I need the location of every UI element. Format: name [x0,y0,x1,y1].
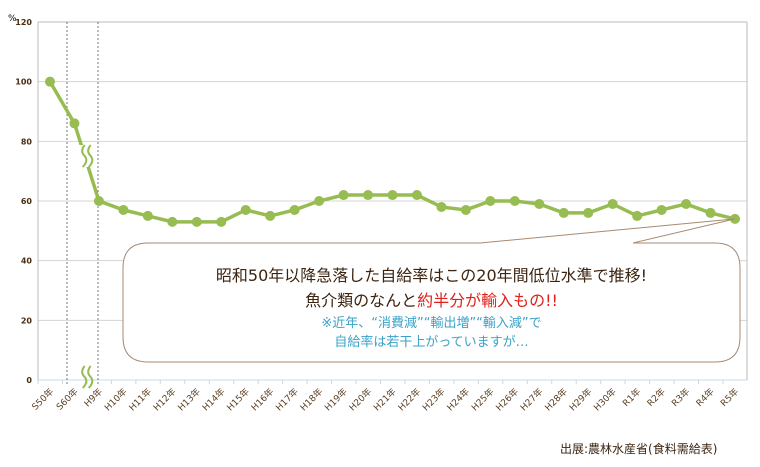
data-point [118,204,129,215]
callout-bubble [122,218,741,363]
y-tick-label: 120 [15,18,32,27]
x-tick-label: R4年 [693,386,716,409]
x-tick-label: H26年 [493,386,521,414]
y-tick-label: 40 [21,257,33,266]
x-tick-label: H28年 [542,386,570,414]
x-tick-label: H23年 [420,386,448,414]
callout-note-1: ※近年、“消費減”“輸出増”“輸入減”で [321,316,542,331]
data-point [681,198,692,209]
y-tick-label: 20 [21,316,33,325]
data-point [509,196,520,206]
callout-line-2-highlight: 約半分が輸入もの!! [417,291,558,310]
x-tick-label: H30年 [591,386,619,414]
data-point [632,210,643,221]
x-tick-label: H10年 [102,386,130,414]
x-tick-label: S50年 [29,386,56,413]
x-tick-label: H24年 [444,386,472,414]
y-tick-label: 80 [21,137,33,146]
data-point [705,207,716,218]
y-tick-label: 60 [21,197,33,206]
data-point [191,216,202,227]
x-tick-label: H15年 [224,386,252,414]
x-tick-label: H17年 [273,386,301,414]
x-tick-label: H12年 [151,386,179,414]
data-point [607,198,618,209]
x-tick-label: S60年 [54,386,81,413]
callout-note-2: 自給率は若干上がっていますが… [334,335,529,350]
y-tick-label: 0 [26,376,32,385]
x-tick-label: H9年 [81,386,105,410]
callout-line-2-a: 魚介類のなんと [305,291,418,310]
data-point [216,216,227,227]
x-tick-label: H11年 [126,386,154,414]
data-point [363,190,374,201]
axis-break-icon [81,365,94,389]
data-point [240,204,251,215]
data-point [167,216,178,227]
y-tick-label: 100 [15,78,32,87]
data-point [460,204,471,215]
data-point [265,210,276,221]
data-point [387,190,398,201]
x-tick-label: H13年 [175,386,203,414]
x-tick-label: H22年 [395,386,423,414]
source-note: 出展:農林水産省(食料需給表) [560,442,718,456]
x-tick-label: H20年 [346,386,374,414]
x-tick-label: H27年 [518,386,546,414]
axis-break-icon [81,144,94,168]
callout-line-1: 昭和50年以降急落した自給率はこの20年間低位水準で推移! [215,266,648,285]
x-tick-label: R2年 [644,386,667,409]
data-point [558,207,569,218]
data-point [436,201,447,212]
data-point [289,204,300,215]
x-tick-label: R5年 [718,386,741,409]
y-axis-unit: % [8,14,17,24]
x-tick-label: R1年 [620,386,643,409]
data-point [69,118,80,129]
x-tick-label: H21年 [371,386,399,414]
x-tick-label: H19年 [322,386,350,414]
data-point [583,207,594,218]
data-point [485,196,496,206]
data-point [45,76,55,87]
data-point [142,210,153,221]
x-tick-label: H14年 [200,386,228,414]
data-point [314,196,325,206]
x-tick-label: H25年 [469,386,497,414]
x-tick-label: R3年 [669,386,692,409]
x-tick-label: H29年 [567,386,595,414]
data-point [93,196,104,206]
x-tick-label: H16年 [249,386,277,414]
data-point [534,198,545,209]
data-point [338,190,349,201]
data-point [656,204,667,215]
x-tick-label: H18年 [297,386,325,414]
data-point [411,190,422,201]
callout-line-2: 魚介類のなんと約半分が輸入もの!! [123,287,740,311]
